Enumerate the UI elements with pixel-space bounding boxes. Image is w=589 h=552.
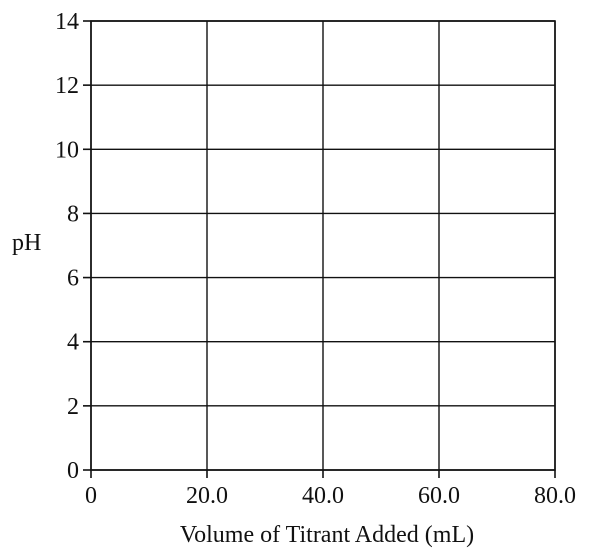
x-tick-label: 60.0 [418, 483, 460, 509]
x-tick-label: 40.0 [302, 483, 344, 509]
x-tick-label: 80.0 [534, 483, 576, 509]
y-tick-label: 12 [55, 73, 79, 99]
y-axis-label: pH [12, 230, 41, 256]
y-tick-label: 14 [55, 9, 79, 35]
ticks-layer: 0 2 4 6 8 10 12 14 0 20.0 40.0 60.0 80.0 [55, 9, 576, 509]
y-tick-label: 4 [67, 330, 79, 356]
x-axis-label: Volume of Titrant Added (mL) [180, 522, 474, 548]
y-tick-label: 2 [67, 394, 79, 420]
y-tick-label: 10 [55, 137, 79, 163]
y-tick-label: 8 [67, 201, 79, 227]
y-tick-label: 6 [67, 266, 79, 292]
y-tick-label: 0 [67, 458, 79, 484]
grid-layer [90, 20, 556, 471]
x-tick-label: 0 [85, 483, 97, 509]
x-tick-label: 20.0 [186, 483, 228, 509]
